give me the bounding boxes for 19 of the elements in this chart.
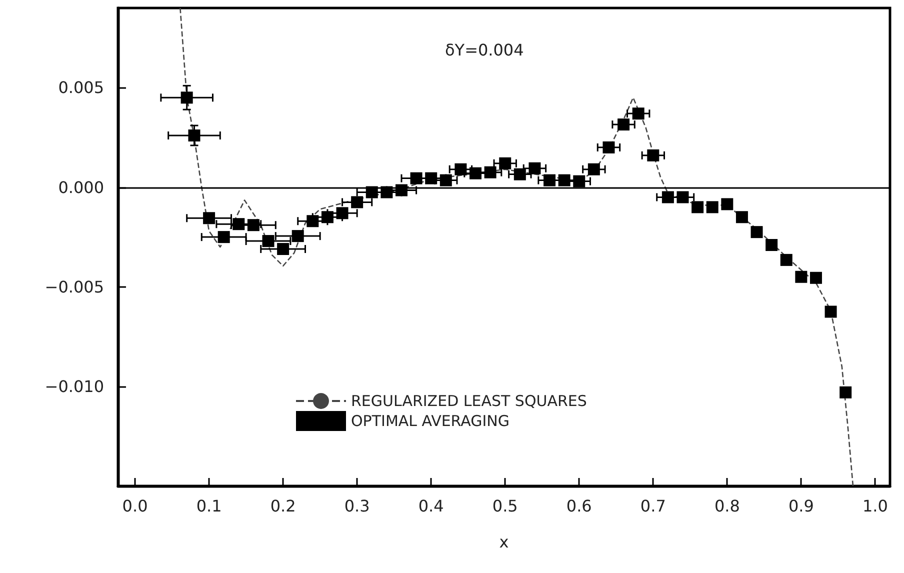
- x-tick-label: 0.2: [270, 496, 296, 516]
- y-tick-label: 0.000: [58, 178, 104, 197]
- y-tick-label: 0.005: [58, 78, 104, 98]
- x-tick-label: 0.0: [122, 496, 148, 516]
- x-tick-label: 1.0: [862, 496, 888, 516]
- x-tick-label: 0.1: [196, 496, 222, 516]
- legend-label: OPTIMAL AVERAGING: [351, 412, 510, 430]
- annotation: δY=0.004: [445, 40, 524, 60]
- x-tick-label: 0.7: [640, 496, 666, 516]
- y-tick-label: −0.010: [44, 376, 104, 396]
- legend-label: REGULARIZED LEAST SQUARES: [351, 392, 587, 410]
- x-tick-label: 0.4: [418, 496, 444, 516]
- x-tick-label: 0.6: [566, 496, 592, 516]
- x-tick-label: 0.8: [714, 496, 740, 516]
- x-tick-label: 0.3: [344, 496, 370, 516]
- x-tick-label: 0.9: [788, 496, 814, 516]
- y-tick-label: −0.005: [44, 277, 104, 296]
- x-axis-title: x: [499, 532, 509, 552]
- x-tick-label: 0.5: [492, 496, 518, 516]
